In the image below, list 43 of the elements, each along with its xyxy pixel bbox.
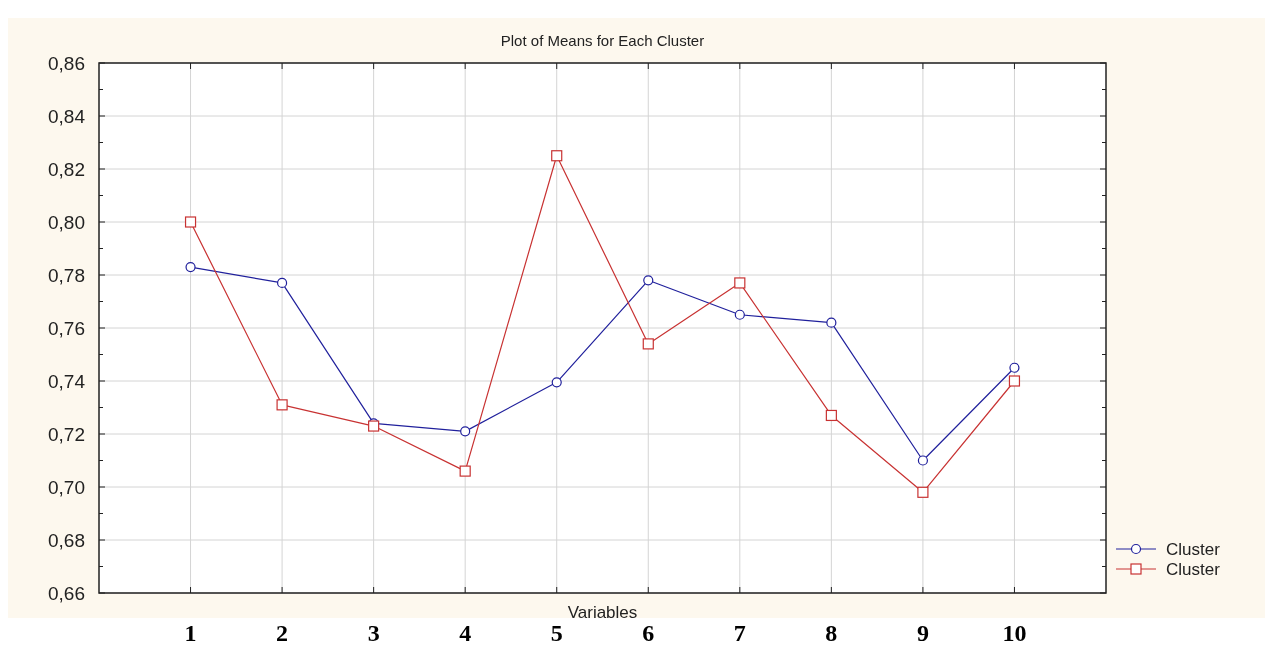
- point: [459, 465, 471, 477]
- chart-title: Plot of Means for Each Cluster: [500, 32, 705, 49]
- y-tick-label: 0,86: [48, 52, 85, 74]
- x-tick-label: 6: [642, 620, 655, 646]
- point: [642, 338, 654, 350]
- point: [551, 377, 562, 388]
- y-tick-label: 0,78: [48, 264, 85, 286]
- y-tick-label: 0,76: [48, 317, 85, 339]
- point: [184, 216, 197, 228]
- y-tick-label: 0,66: [48, 582, 85, 604]
- point: [460, 426, 471, 437]
- point: [185, 261, 196, 273]
- y-tick-label: 0,84: [48, 105, 86, 127]
- y-tick-label: 0,70: [48, 476, 85, 498]
- point: [825, 409, 837, 422]
- x-tick-label: 5: [550, 620, 563, 646]
- point: [643, 275, 654, 286]
- point: [1008, 375, 1021, 387]
- point: [734, 277, 746, 289]
- point: [826, 317, 837, 328]
- y-tick-label: 0,68: [48, 529, 85, 551]
- y-tick-label: 0,74: [48, 370, 86, 392]
- x-tick-label: 7: [733, 620, 746, 646]
- x-tick-label: 8: [825, 620, 838, 646]
- x-tick-label: 10: [1002, 620, 1027, 646]
- point: [1009, 362, 1020, 373]
- x-tick-label: 1: [184, 620, 197, 646]
- x-tick-label: 3: [367, 620, 380, 646]
- x-axis-title: Variables: [567, 603, 638, 622]
- y-tick-label: 0,72: [48, 423, 85, 445]
- point: [734, 309, 745, 320]
- point: [551, 150, 563, 162]
- point: [917, 486, 929, 498]
- y-tick-label: 0,82: [48, 158, 85, 180]
- y-tick-label: 0,80: [48, 211, 85, 233]
- point: [276, 277, 288, 289]
- x-tick-label: 4: [459, 620, 472, 646]
- legend-label: Cluster: [1166, 539, 1221, 559]
- x-tick-label: 9: [916, 620, 929, 646]
- legend-label: Cluster: [1166, 559, 1221, 579]
- point: [276, 399, 288, 411]
- point: [917, 455, 929, 466]
- x-tick-label: 2: [276, 620, 289, 646]
